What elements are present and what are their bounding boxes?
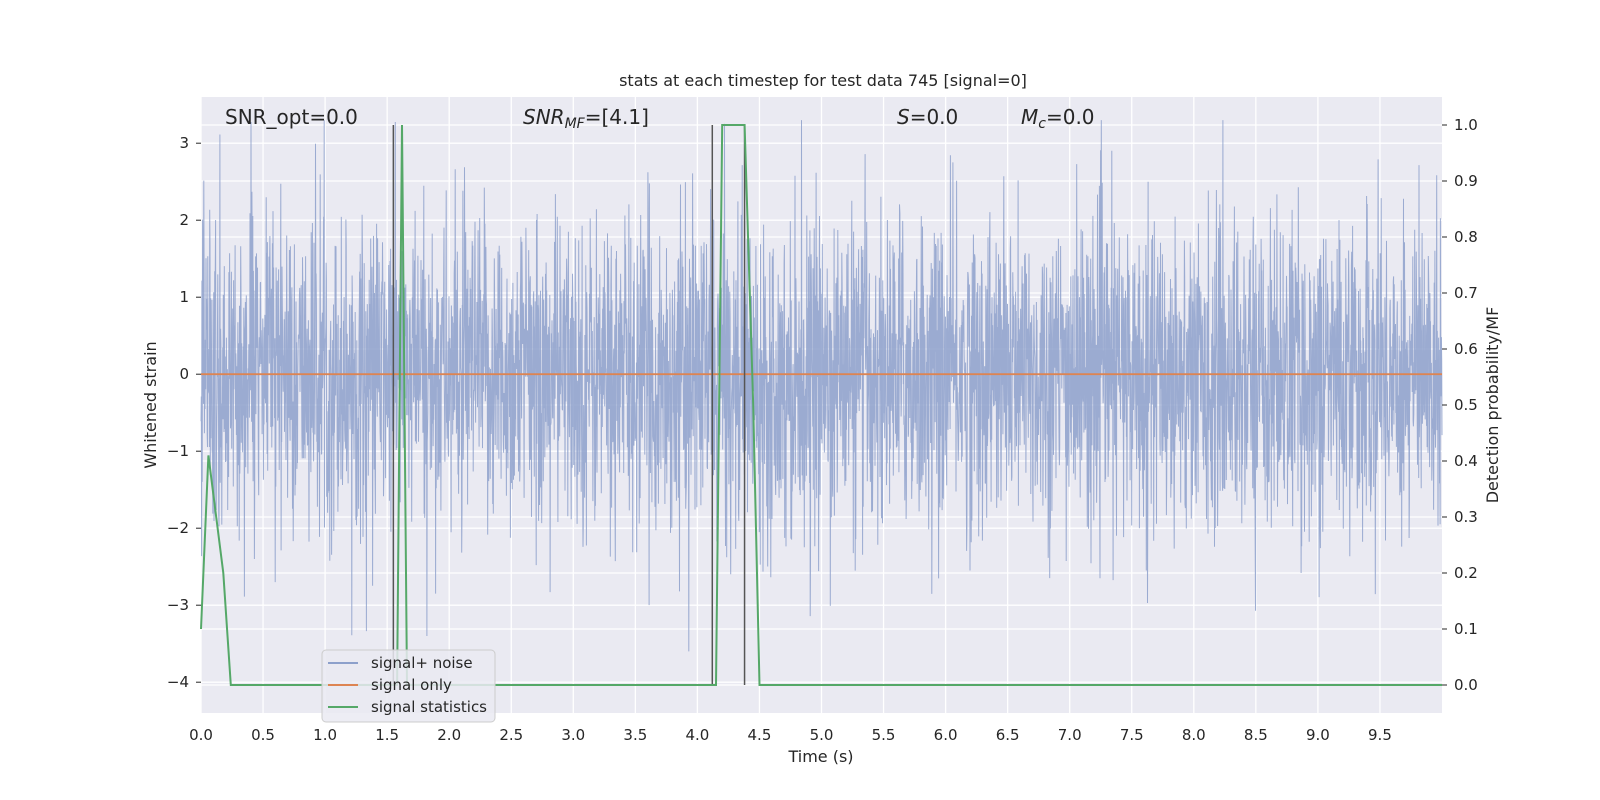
x-tick-label: 1.0 <box>313 726 337 744</box>
y2-tick-label: 0.3 <box>1454 508 1478 526</box>
legend-label-signal-noise: signal+ noise <box>371 654 473 672</box>
y2-tick-label: 0.4 <box>1454 452 1478 470</box>
y-tick-label: −2 <box>167 519 189 537</box>
y2-tick-label: 0.9 <box>1454 172 1478 190</box>
annotation-snr-opt: SNR_opt=0.0 <box>225 105 358 129</box>
x-tick-label: 3.5 <box>623 726 647 744</box>
y-axis-ticks: 3 2 1 0 −1 −2 −3 −4 <box>167 134 201 691</box>
y2-tick-label: 0.5 <box>1454 396 1478 414</box>
legend-label-signal-statistics: signal statistics <box>371 698 487 716</box>
y2-tick-label: 0.0 <box>1454 676 1478 694</box>
annotation-snr-mf: SNRMF=[4.1] <box>523 105 649 132</box>
plot-area <box>200 97 1443 713</box>
annotation-mc-subscript: c <box>1038 116 1046 132</box>
x-tick-label: 8.0 <box>1182 726 1206 744</box>
x-tick-label: 6.5 <box>996 726 1020 744</box>
x-tick-label: 4.0 <box>685 726 709 744</box>
y2-tick-label: 0.7 <box>1454 284 1478 302</box>
x-axis-ticks: 0.0 0.5 1.0 1.5 2.0 2.5 3.0 3.5 4.0 4.5 5.0 5.5 6.0 6… <box>189 726 1392 744</box>
annotation-mc-symbol: M <box>1021 105 1038 129</box>
series-signal-noise <box>200 120 1443 652</box>
x-tick-label: 4.5 <box>748 726 772 744</box>
legend-label-signal-only: signal only <box>371 676 452 694</box>
x-tick-label: 9.0 <box>1306 726 1330 744</box>
x-tick-label: 2.0 <box>437 726 461 744</box>
x-tick-label: 8.5 <box>1244 726 1268 744</box>
y2-axis-label: Detection probability/MF <box>1483 307 1502 504</box>
y-tick-label: 1 <box>179 288 189 306</box>
x-tick-label: 0.0 <box>189 726 213 744</box>
y-tick-label: −4 <box>167 673 189 691</box>
y-tick-label: −1 <box>167 442 189 460</box>
x-axis-label: Time (s) <box>787 747 853 766</box>
y2-tick-label: 0.2 <box>1454 564 1478 582</box>
y2-axis-ticks: 1.0 0.9 0.8 0.7 0.6 0.5 0.4 0.3 0.2 0.1 0.0 <box>1442 116 1478 694</box>
x-tick-label: 6.0 <box>934 726 958 744</box>
y-tick-label: −3 <box>167 596 189 614</box>
y2-tick-label: 1.0 <box>1454 116 1478 134</box>
chart-title: stats at each timestep for test data 745… <box>619 71 1027 90</box>
x-tick-label: 7.5 <box>1120 726 1144 744</box>
annotations: SNR_opt=0.0 SNRMF=[4.1] S=0.0 Mc=0.0 <box>225 105 1095 132</box>
annotation-mc: Mc=0.0 <box>1021 105 1095 132</box>
annotation-s-symbol: S <box>897 105 910 129</box>
signal-noise-line <box>200 120 1443 652</box>
x-tick-label: 7.0 <box>1058 726 1082 744</box>
legend: signal+ noise signal only signal statist… <box>321 649 496 723</box>
annotation-mc-value: =0.0 <box>1046 105 1095 129</box>
annotation-snr-mf-subscript: MF <box>565 116 586 132</box>
annotation-s-value: =0.0 <box>910 105 959 129</box>
annotation-snr-mf-value: =[4.1] <box>585 105 649 129</box>
y-tick-label: 3 <box>179 134 189 152</box>
x-tick-label: 1.5 <box>375 726 399 744</box>
y-axis-label: Whitened strain <box>141 341 160 468</box>
y2-tick-label: 0.8 <box>1454 228 1478 246</box>
y-tick-label: 0 <box>179 365 189 383</box>
x-tick-label: 5.0 <box>810 726 834 744</box>
legend-box <box>321 649 496 723</box>
annotation-s: S=0.0 <box>897 105 958 129</box>
x-tick-label: 0.5 <box>251 726 275 744</box>
x-tick-label: 3.0 <box>561 726 585 744</box>
x-tick-label: 9.5 <box>1368 726 1392 744</box>
y2-tick-label: 0.6 <box>1454 340 1478 358</box>
y2-tick-label: 0.1 <box>1454 620 1478 638</box>
vertical-markers <box>392 125 746 685</box>
y-tick-label: 2 <box>179 211 189 229</box>
annotation-snr-mf-symbol: SNR <box>523 105 565 129</box>
x-tick-label: 5.5 <box>872 726 896 744</box>
x-tick-label: 2.5 <box>499 726 523 744</box>
